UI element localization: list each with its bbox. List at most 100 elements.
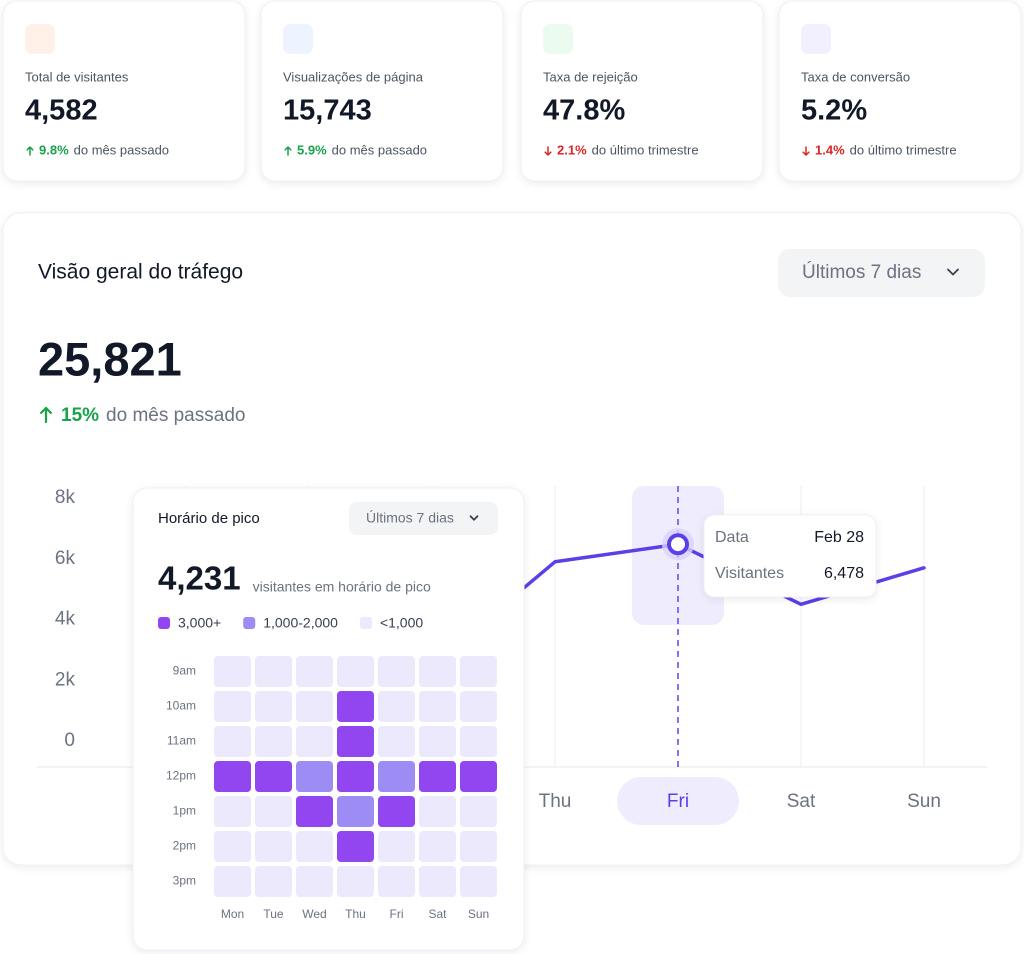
stat-icon xyxy=(543,24,573,54)
heatmap-cell xyxy=(419,796,456,827)
heatmap-cell xyxy=(419,656,456,687)
heatmap-cell xyxy=(419,726,456,757)
stat-change: 9.8% xyxy=(39,142,69,157)
highlight-point xyxy=(667,533,689,556)
stat-icon xyxy=(283,24,313,54)
trend-arrow xyxy=(284,146,292,156)
day-label: Fri xyxy=(390,907,404,921)
heatmap-cell xyxy=(378,691,415,722)
heatmap-cell xyxy=(255,656,292,687)
y-tick-label: 6k xyxy=(55,548,76,569)
heatmap-cell xyxy=(214,866,251,897)
tooltip xyxy=(703,514,877,598)
legend-label: <1,000 xyxy=(380,615,423,631)
legend-swatch xyxy=(158,617,170,629)
heatmap-cell xyxy=(296,691,333,722)
tooltip-series-name: Visitantes xyxy=(715,565,784,582)
trend-arrow xyxy=(802,146,810,156)
stat-change: 5.9% xyxy=(297,142,327,157)
range-dropdown[interactable] xyxy=(778,249,985,297)
heatmap-cell xyxy=(214,796,251,827)
heatmap-cell xyxy=(378,831,415,862)
heatmap-cell xyxy=(378,656,415,687)
heatmap-cell xyxy=(419,831,456,862)
stat-icon xyxy=(25,24,55,54)
hour-label: 12pm xyxy=(166,769,196,783)
hour-label: 11am xyxy=(167,734,196,748)
heatmap-cell xyxy=(378,796,415,827)
day-label: Mon xyxy=(221,907,244,921)
heatmap-cell xyxy=(296,866,333,897)
day-label: Sat xyxy=(428,907,447,921)
legend-swatch xyxy=(243,617,256,629)
heatmap-cell xyxy=(296,726,333,757)
heatmap-cell xyxy=(378,726,415,757)
heatmap-cell xyxy=(214,831,251,862)
heatmap-cell xyxy=(214,761,251,792)
tooltip-date-label: Data xyxy=(715,529,749,546)
heatmap-cell xyxy=(255,726,292,757)
trend-arrow xyxy=(26,146,34,156)
heatmap-cell xyxy=(255,761,292,792)
heatmap-cell xyxy=(460,761,497,792)
chevron-icon xyxy=(947,268,959,276)
heatmap-cell xyxy=(419,761,456,792)
heatmap-cell xyxy=(460,656,497,687)
stat-value: 4,582 xyxy=(25,95,98,127)
trend-arrow xyxy=(544,146,552,156)
heatmap-cell xyxy=(255,691,292,722)
chevron-icon xyxy=(469,515,479,521)
heatmap-cell xyxy=(460,831,497,862)
traffic-total: 25,821 xyxy=(38,332,182,385)
heatmap-cell xyxy=(460,726,497,757)
heatmap-cell xyxy=(337,831,374,862)
peak-range-label: Últimos 7 dias xyxy=(366,510,454,526)
heatmap-cell xyxy=(419,866,456,897)
heatmap-cell xyxy=(337,796,374,827)
stat-card xyxy=(778,0,1022,182)
heatmap-cell xyxy=(296,796,333,827)
peak-range-dropdown[interactable] xyxy=(349,502,498,535)
traffic-change: 15% xyxy=(61,405,99,426)
heatmap-cell xyxy=(296,656,333,687)
stat-period: do último trimestre xyxy=(850,142,957,157)
trend-arrow xyxy=(40,406,52,424)
stat-period: do mês passado xyxy=(332,142,427,157)
heatmap-cell xyxy=(255,831,292,862)
legend-swatch xyxy=(359,617,372,629)
stat-period: do último trimestre xyxy=(592,142,699,157)
stat-label: Visualizações de página xyxy=(283,69,424,84)
stat-card xyxy=(260,0,504,182)
heatmap-cell xyxy=(378,866,415,897)
peak-total: 4,231 xyxy=(158,560,241,597)
peak-title: Horário de pico xyxy=(158,510,260,527)
legend-label: 3,000+ xyxy=(178,615,221,631)
heatmap-cell xyxy=(296,831,333,862)
heatmap-cell xyxy=(214,726,251,757)
stat-value: 15,743 xyxy=(283,95,372,127)
heatmap-cell xyxy=(214,691,251,722)
heatmap-cell xyxy=(337,691,374,722)
hour-label: 3pm xyxy=(173,874,196,888)
heatmap-cell xyxy=(214,656,251,687)
traffic-period: do mês passado xyxy=(106,405,245,426)
heatmap-cell xyxy=(460,866,497,897)
y-tick-label: 8k xyxy=(55,487,76,508)
day-label: Sun xyxy=(468,907,489,921)
heatmap-cell xyxy=(460,691,497,722)
stat-label: Taxa de rejeição xyxy=(543,69,638,84)
heatmap-cell xyxy=(337,656,374,687)
heatmap-cell xyxy=(460,796,497,827)
stat-change: 2.1% xyxy=(557,142,587,157)
selected-day-pill[interactable] xyxy=(617,777,739,825)
peak-total-label: visitantes em horário de pico xyxy=(253,579,431,595)
heatmap-cell xyxy=(419,691,456,722)
heatmap-cell xyxy=(255,866,292,897)
heatmap-cell xyxy=(255,796,292,827)
hour-label: 1pm xyxy=(173,804,196,818)
stat-period: do mês passado xyxy=(74,142,169,157)
stat-card xyxy=(2,0,246,182)
heatmap-cell xyxy=(337,761,374,792)
x-tick-label: Thu xyxy=(539,791,572,812)
